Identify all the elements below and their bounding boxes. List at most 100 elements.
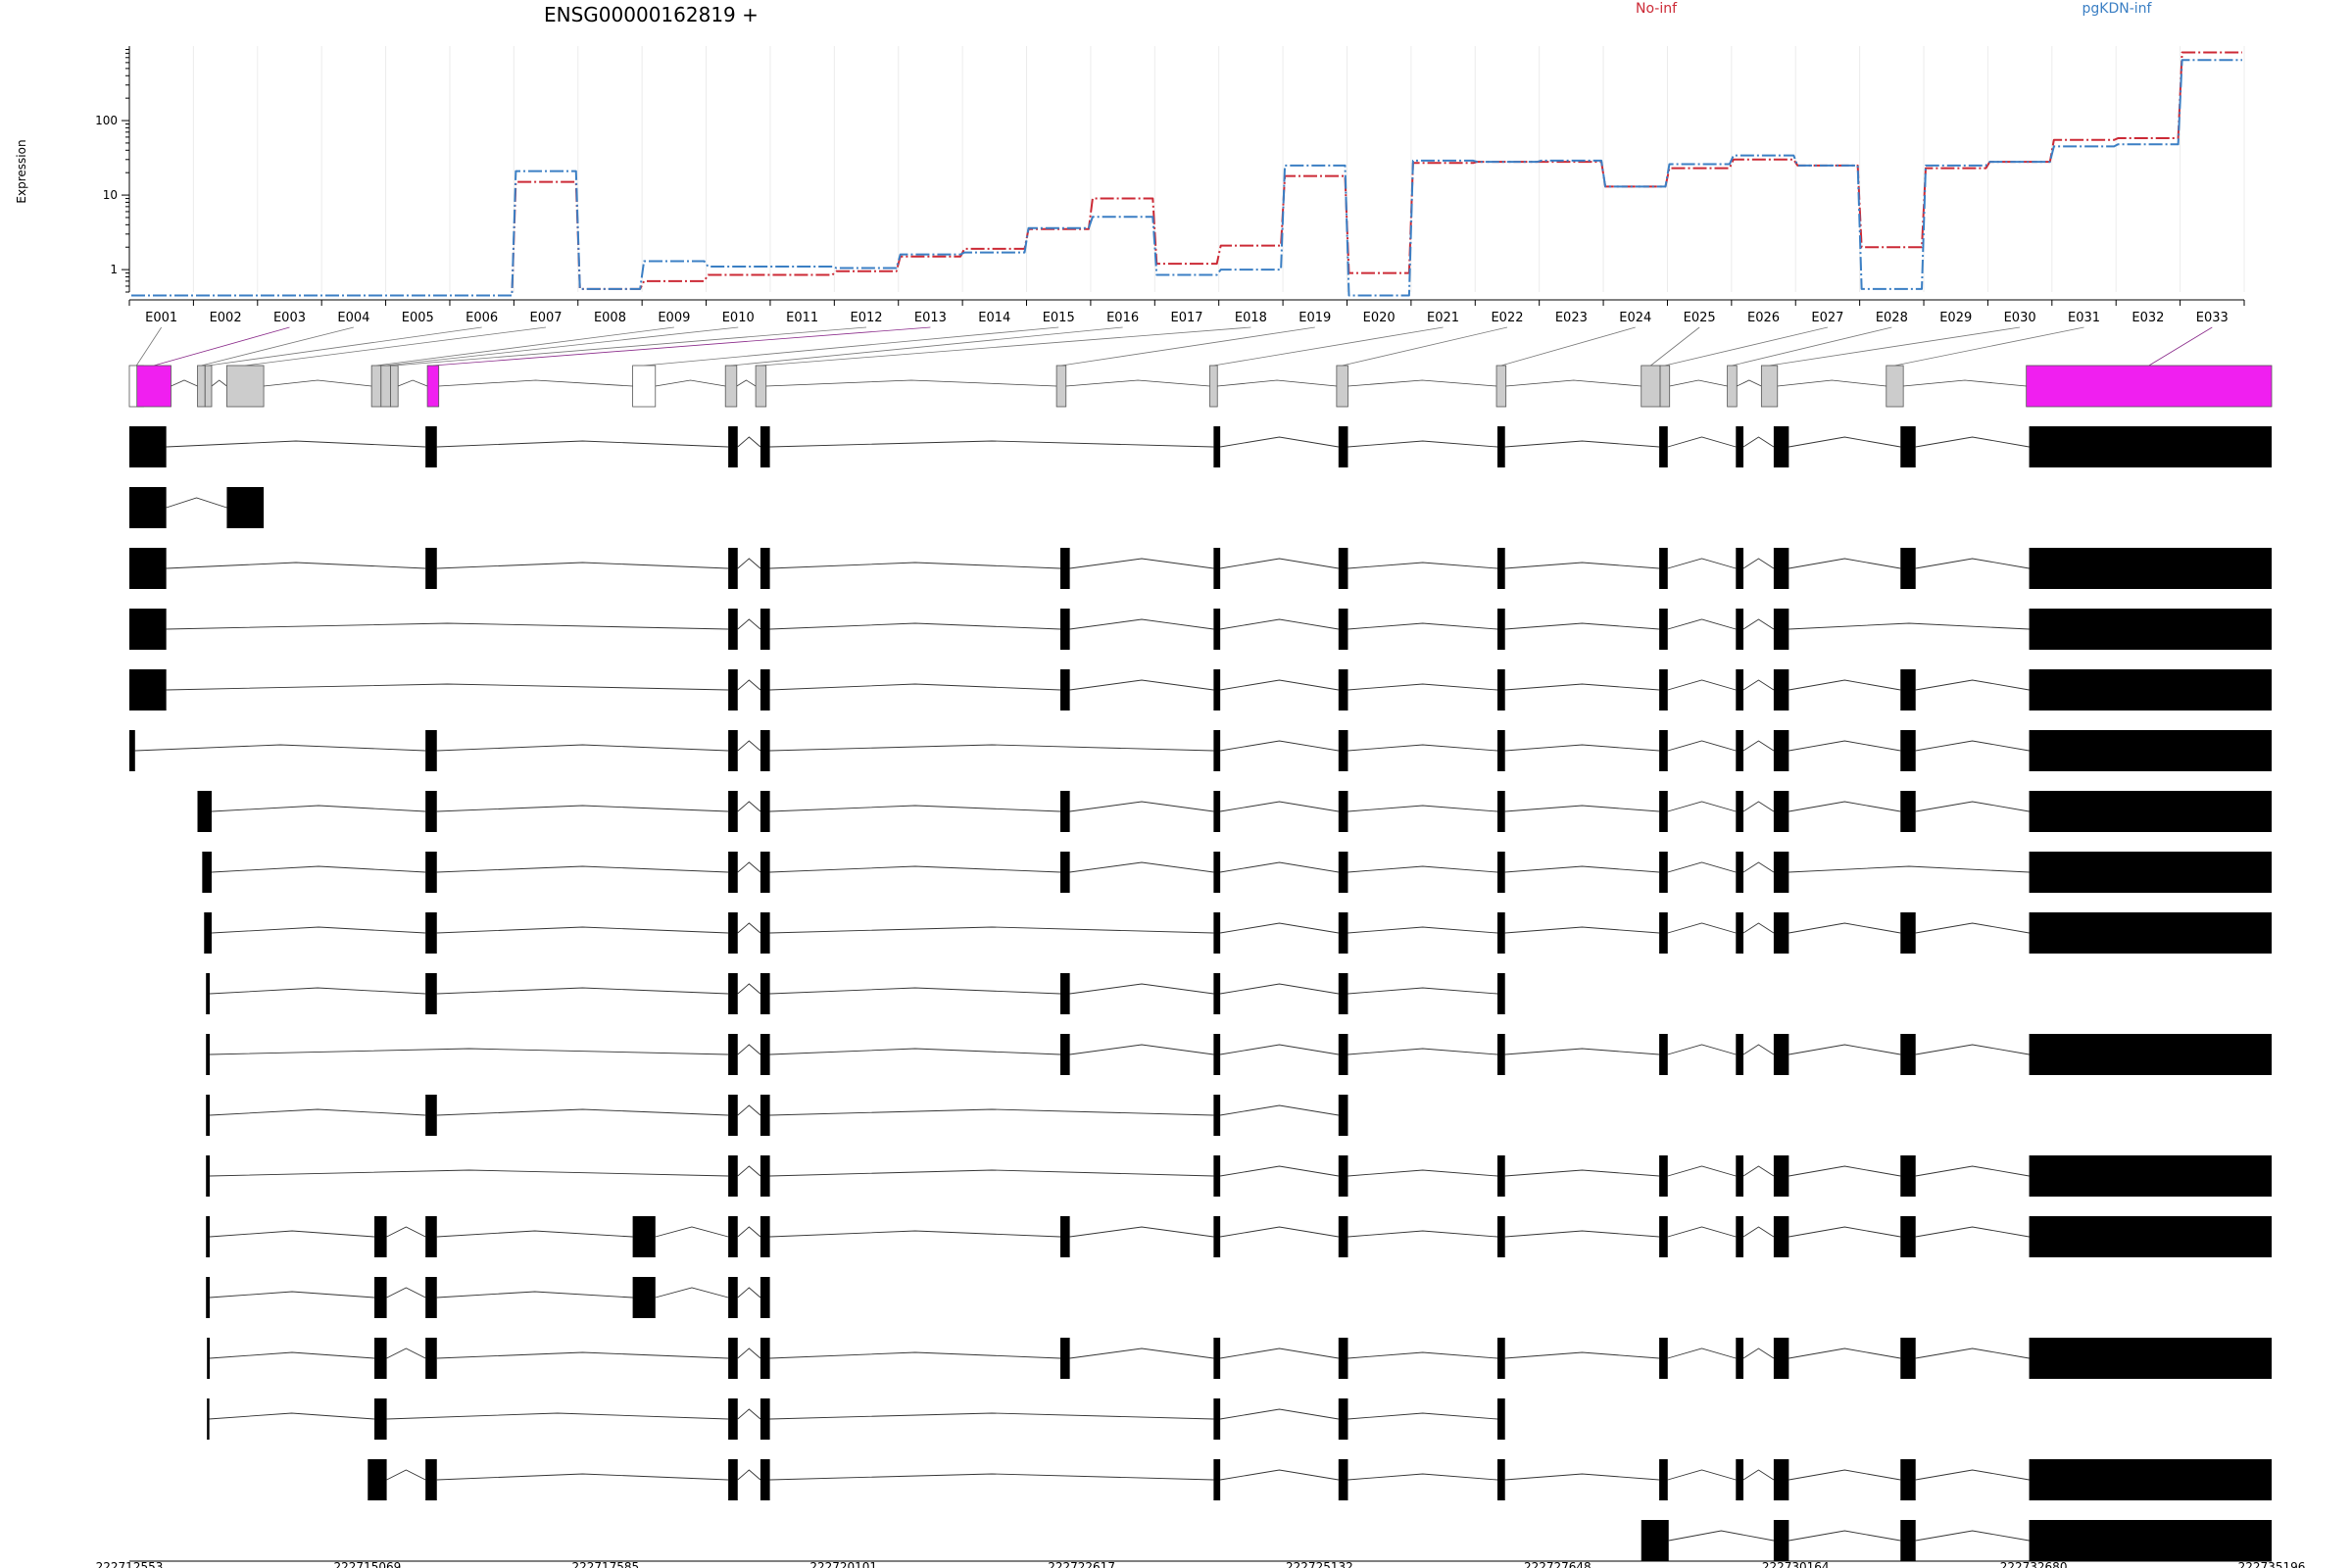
model-exon (1727, 365, 1738, 408)
model-exon (2026, 365, 2273, 408)
transcript-exon (1496, 1216, 1505, 1257)
transcript-intron (210, 1048, 729, 1055)
transcript-exon (760, 609, 770, 650)
model-intron (438, 379, 633, 387)
transcript-intron (769, 1412, 1214, 1420)
transcript-exon (206, 973, 211, 1014)
transcript-exon (1338, 730, 1348, 771)
transcript-intron (737, 1348, 761, 1359)
coord-tick-label: 222717585 (571, 1560, 639, 1568)
transcript-exon (1338, 426, 1348, 467)
transcript-exon (1900, 426, 1916, 467)
transcript-exon (1773, 548, 1789, 589)
exon-label: E021 (1427, 311, 1459, 325)
transcript-exon (1496, 791, 1505, 832)
transcript-exon (760, 1398, 770, 1440)
transcript-intron (210, 1108, 426, 1116)
transcript-exon (1900, 1216, 1916, 1257)
transcript-intron (1667, 740, 1737, 752)
transcript-exon (425, 426, 437, 467)
transcript-exon (374, 1398, 387, 1440)
transcript-intron (737, 1104, 761, 1116)
transcript-exon (1900, 1155, 1916, 1197)
transcript-intron (1348, 1412, 1498, 1420)
transcript-intron (1667, 861, 1737, 873)
transcript-exon (1736, 1155, 1744, 1197)
legend-pgkdn-inf: pgKDN-inf (2082, 1, 2153, 17)
transcript-exon (760, 912, 770, 954)
transcript-intron (166, 497, 227, 509)
transcript-exon (760, 852, 770, 893)
transcript-intron (436, 440, 729, 448)
transcript-exon (728, 1398, 738, 1440)
transcript-intron (1915, 1469, 2030, 1481)
gene-model (128, 365, 2273, 408)
transcript-exon (1900, 669, 1916, 710)
transcript-exon (1338, 973, 1348, 1014)
transcript-exon (1736, 912, 1744, 954)
transcript-intron (1742, 801, 1775, 812)
series-line-pgkdn-inf (131, 59, 2242, 297)
transcript-exon (1773, 791, 1789, 832)
transcript-exon (728, 609, 738, 650)
transcript-intron (1742, 618, 1775, 630)
transcript-intron (1788, 1530, 1901, 1542)
transcript-exon (2029, 609, 2272, 650)
transcript-intron (1220, 618, 1339, 630)
transcript-intron (210, 1169, 729, 1177)
transcript-intron (769, 865, 1060, 873)
transcript-exon (760, 791, 770, 832)
transcript-exon (728, 852, 738, 893)
exon-label: E031 (2068, 311, 2100, 325)
exon-label: E030 (2004, 311, 2036, 325)
transcript-exon (425, 1216, 437, 1257)
transcript-intron (1348, 622, 1498, 630)
transcript-exon (1773, 1338, 1789, 1379)
transcript-exon (728, 912, 738, 954)
transcript-exon (1496, 669, 1505, 710)
transcript-exon (425, 548, 437, 589)
transcript-exon (1338, 1095, 1348, 1136)
genomic-coordinate-axis: 222712553 222715069 222717585 222720101 2227… (96, 1560, 2306, 1568)
transcript-intron (210, 1291, 375, 1298)
exon-connector (1213, 326, 1444, 367)
exon-label: E004 (337, 311, 369, 325)
transcript-intron (386, 1469, 426, 1481)
transcript-intron (386, 1412, 729, 1420)
x-axis: E001 E002 E003 E004 E005 E006 E007 E008 E009 E010… (128, 299, 2245, 325)
transcript-exon (425, 912, 437, 954)
exon-label: E010 (722, 311, 755, 325)
transcript-exon (1736, 730, 1744, 771)
transcript-intron (1220, 558, 1339, 569)
transcript-exon (1213, 1155, 1221, 1197)
exon-connector (208, 326, 482, 367)
transcript-intron (1915, 436, 2030, 448)
transcript-intron (1915, 1348, 2030, 1359)
exon-label: E002 (210, 311, 242, 325)
transcript-intron (1742, 679, 1775, 691)
transcript-intron (1504, 865, 1660, 873)
transcript-intron (1348, 744, 1498, 752)
transcript-exon (1659, 1034, 1668, 1075)
exon-connector (201, 326, 354, 367)
transcript-exon (760, 1277, 770, 1318)
model-exon (426, 365, 440, 408)
transcript-exon (1059, 1034, 1070, 1075)
transcript-intron (166, 440, 426, 448)
transcript-exon (1773, 1459, 1789, 1500)
chart-title: ENSG00000162819 + (544, 3, 759, 26)
model-exon (632, 365, 657, 408)
transcript-intron (1069, 679, 1214, 691)
transcript-intron (1220, 1226, 1339, 1238)
transcript-intron (1742, 1044, 1775, 1055)
transcript-exon (760, 1095, 770, 1136)
coord-tick-label: 222712553 (96, 1560, 164, 1568)
coord-tick-label: 222730164 (1762, 1560, 1830, 1568)
transcript-intron (1504, 926, 1660, 934)
transcript-intron (769, 1473, 1214, 1481)
transcript-intron (1667, 922, 1737, 934)
legend-no-inf: No-inf (1636, 1, 1678, 17)
model-exon (204, 365, 213, 408)
transcript-intron (1915, 1044, 2030, 1055)
transcript-exon (1900, 912, 1916, 954)
